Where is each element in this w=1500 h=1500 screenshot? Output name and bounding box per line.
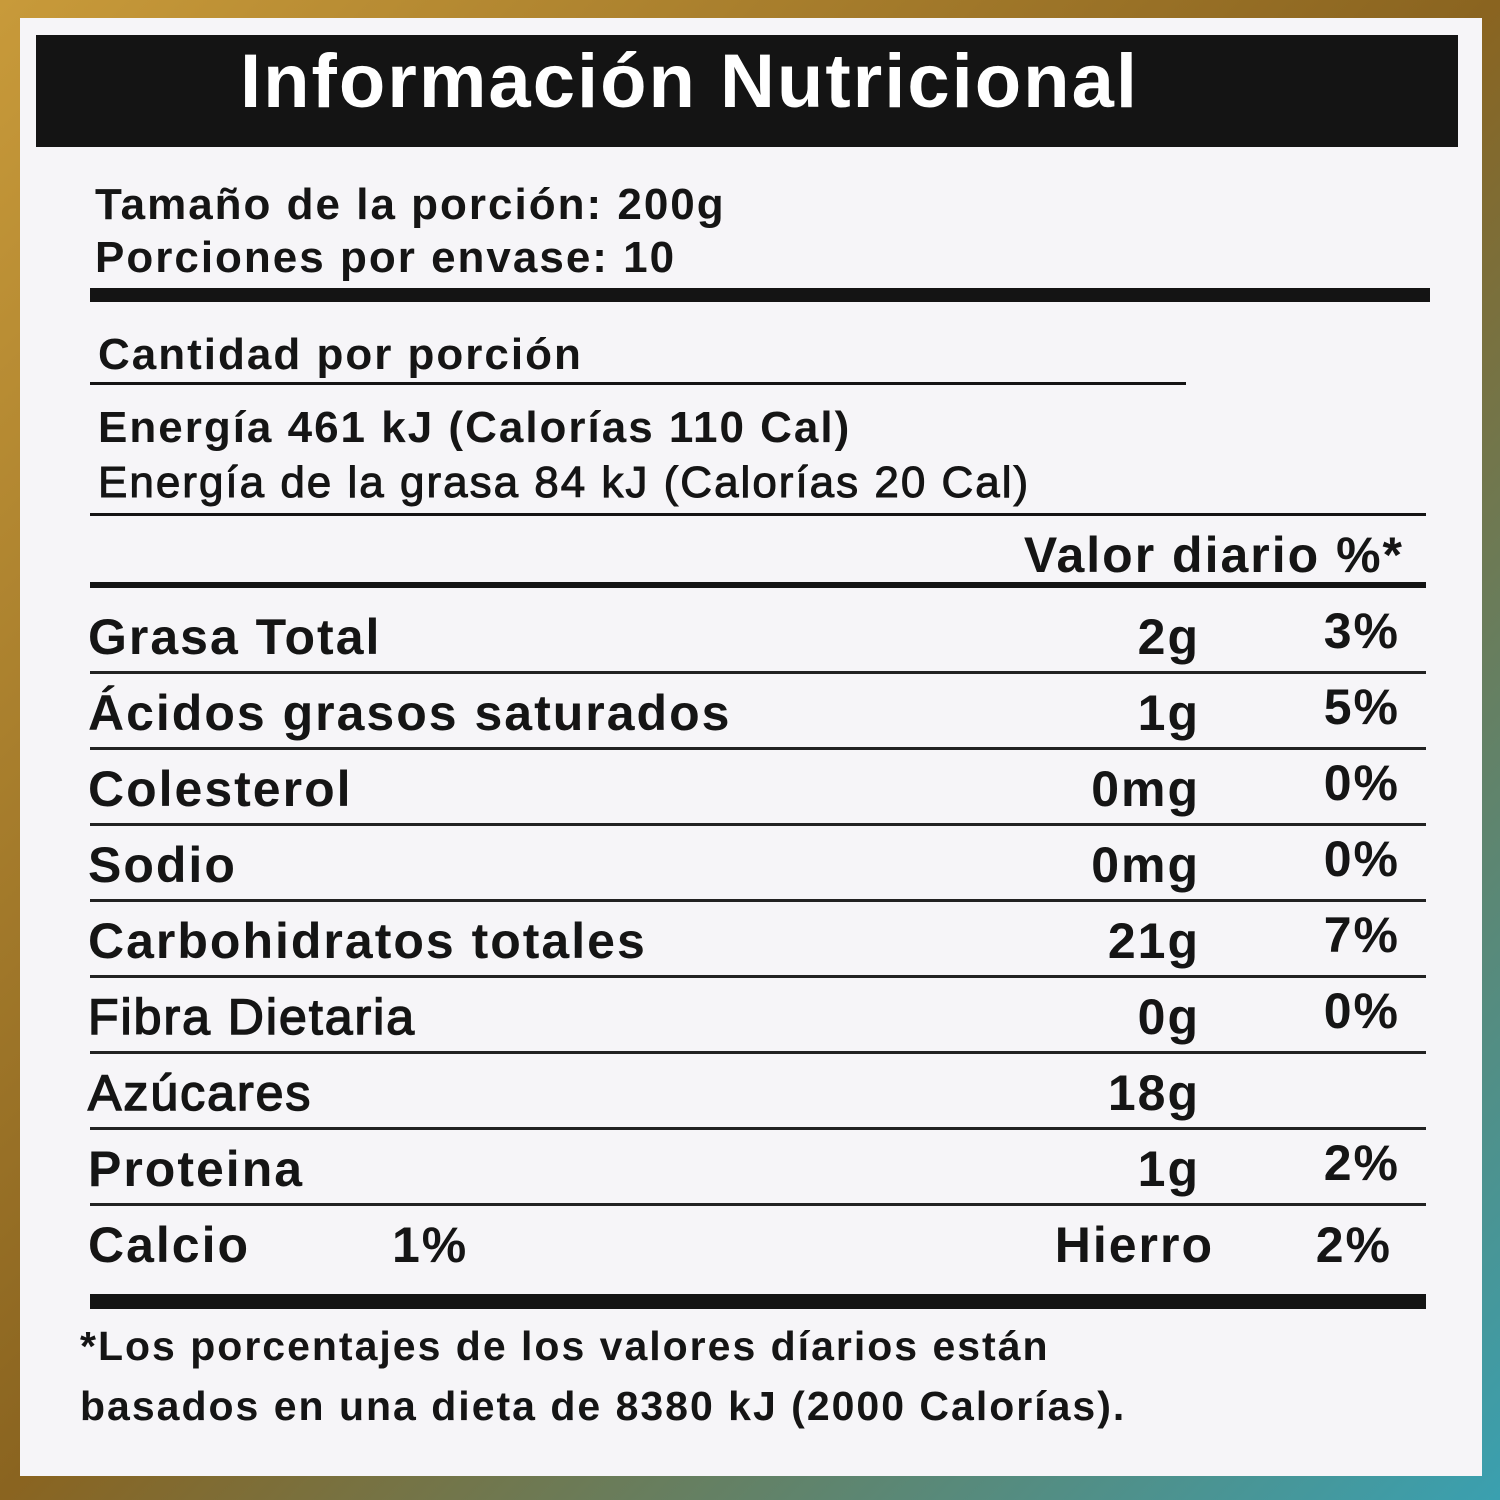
nutrient-row: Sodio 0mg 0% — [20, 826, 1482, 902]
servings-per-container: Porciones por envase: 10 — [95, 233, 677, 282]
rule — [90, 513, 1426, 516]
row-rule — [90, 671, 1426, 674]
daily-value-header: Valor diario %* — [1023, 527, 1404, 583]
footnote: *Los porcentajes de los valores díarios … — [80, 1323, 1050, 1369]
nutrient-row: Ácidos grasos saturados 1g 5% — [20, 674, 1482, 750]
nutrient-name: Carbohidratos totales — [88, 913, 647, 969]
row-rule — [90, 1203, 1426, 1206]
rule — [90, 382, 1186, 385]
row-rule — [90, 1051, 1426, 1054]
nutrient-name: Grasa Total — [88, 609, 382, 665]
mineral-percent: 1% — [392, 1217, 469, 1273]
nutrient-percent: 0% — [1323, 983, 1400, 1039]
thick-rule — [90, 1294, 1426, 1309]
nutrient-row: Colesterol 0mg 0% — [20, 750, 1482, 826]
amount-per-serving: Cantidad por porción — [98, 330, 583, 379]
nutrient-percent: 0% — [1323, 831, 1400, 887]
nutrient-row: Proteina 1g 2% — [20, 1130, 1482, 1206]
nutrient-amount: 0g — [1137, 989, 1200, 1045]
nutrient-amount: 21g — [1107, 913, 1200, 969]
nutrient-name: Sodio — [88, 837, 237, 893]
nutrient-percent: 3% — [1323, 603, 1400, 659]
nutrition-label: Información Nutricional Tamaño de la por… — [20, 18, 1482, 1476]
row-rule — [90, 975, 1426, 978]
footnote: basados en una dieta de 8380 kJ (2000 Ca… — [80, 1383, 1127, 1429]
nutrient-name: Colesterol — [88, 761, 353, 817]
row-rule — [90, 899, 1426, 902]
nutrient-row: Carbohidratos totales 21g 7% — [20, 902, 1482, 978]
serving-size: Tamaño de la porción: 200g — [95, 180, 726, 229]
nutrient-name: Ácidos grasos saturados — [88, 685, 732, 741]
nutrient-row: Grasa Total 2g 3% — [20, 598, 1482, 674]
row-rule — [90, 1127, 1426, 1130]
mineral-row: Calcio 1% Hierro 2% — [20, 1206, 1482, 1282]
nutrient-row: Fibra Dietaria 0g 0% — [20, 978, 1482, 1054]
energy-from-fat: Energía de la grasa 84 kJ (Calorías 20 C… — [97, 458, 1031, 508]
nutrient-amount: 18g — [1107, 1065, 1200, 1121]
nutrient-name: Proteina — [88, 1141, 305, 1197]
energy: Energía 461 kJ (Calorías 110 Cal) — [98, 403, 852, 452]
nutrient-row: Azúcares 18g — [20, 1054, 1482, 1130]
mineral-name: Hierro — [1054, 1217, 1214, 1273]
nutrient-percent: 7% — [1323, 907, 1400, 963]
mineral-percent: 2% — [1315, 1217, 1392, 1273]
nutrient-name: Fibra Dietaria — [87, 988, 417, 1046]
nutrient-amount: 2g — [1137, 609, 1200, 665]
mineral-name: Calcio — [88, 1217, 251, 1273]
nutrient-amount: 1g — [1137, 1141, 1200, 1197]
row-rule — [90, 823, 1426, 826]
nutrient-percent: 2% — [1323, 1135, 1400, 1191]
row-rule — [90, 747, 1426, 750]
nutrient-amount: 0mg — [1091, 837, 1200, 893]
rule — [90, 582, 1426, 588]
nutrient-name: Azúcares — [87, 1064, 313, 1122]
title: Información Nutricional — [240, 39, 1139, 124]
thick-rule — [90, 288, 1430, 302]
nutrient-percent: 5% — [1323, 679, 1400, 735]
nutrient-amount: 1g — [1137, 685, 1200, 741]
nutrient-amount: 0mg — [1091, 761, 1200, 817]
nutrient-percent: 0% — [1323, 755, 1400, 811]
title-bar — [36, 35, 1458, 147]
